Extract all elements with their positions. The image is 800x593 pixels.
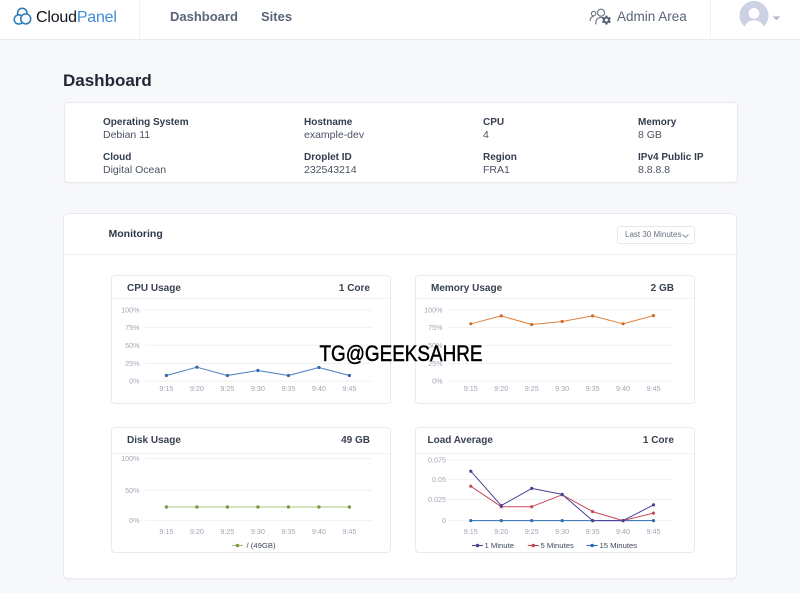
svg-text:9:30: 9:30 [555,527,569,536]
svg-text:9:20: 9:20 [190,384,204,393]
svg-text:100%: 100% [121,454,140,463]
svg-text:9:15: 9:15 [464,384,478,393]
svg-text:0%: 0% [129,377,140,386]
svg-text:9:30: 9:30 [251,527,265,536]
svg-text:9:15: 9:15 [159,384,173,393]
svg-text:0%: 0% [432,377,443,386]
svg-text:5 Minutes: 5 Minutes [541,541,574,550]
svg-text:9:30: 9:30 [555,384,569,393]
svg-text:9:30: 9:30 [251,384,265,393]
svg-text:1 Minute: 1 Minute [485,541,515,550]
svg-text:50%: 50% [125,341,140,350]
svg-text:9:20: 9:20 [494,527,508,536]
svg-text:9:40: 9:40 [312,527,326,536]
svg-text:9:20: 9:20 [190,527,204,536]
svg-text:9:35: 9:35 [281,527,295,536]
svg-text:25%: 25% [428,359,443,368]
svg-text:9:25: 9:25 [220,527,234,536]
svg-text:100%: 100% [424,305,443,314]
svg-text:9:35: 9:35 [281,384,295,393]
svg-text:0.075: 0.075 [428,456,446,465]
svg-text:9:45: 9:45 [647,384,661,393]
svg-text:25%: 25% [125,359,140,368]
svg-text:0.05: 0.05 [432,475,446,484]
svg-text:9:40: 9:40 [312,384,326,393]
svg-text:/ (49GB): / (49GB) [247,541,276,550]
svg-text:9:20: 9:20 [494,384,508,393]
svg-text:75%: 75% [428,323,443,332]
svg-text:9:35: 9:35 [586,527,600,536]
svg-text:0.025: 0.025 [428,495,446,504]
svg-text:15 Minutes: 15 Minutes [600,541,638,550]
svg-text:50%: 50% [428,341,443,350]
svg-text:9:45: 9:45 [342,384,356,393]
svg-text:9:45: 9:45 [647,527,661,536]
svg-text:9:25: 9:25 [525,527,539,536]
svg-text:9:40: 9:40 [616,384,630,393]
svg-text:9:45: 9:45 [342,527,356,536]
svg-text:9:25: 9:25 [525,384,539,393]
svg-text:50%: 50% [125,486,140,495]
svg-text:9:15: 9:15 [464,527,478,536]
svg-text:9:35: 9:35 [586,384,600,393]
svg-text:0: 0 [442,516,446,525]
svg-text:9:40: 9:40 [616,527,630,536]
svg-text:9:25: 9:25 [220,384,234,393]
svg-text:0%: 0% [129,516,140,525]
svg-text:75%: 75% [125,323,140,332]
svg-text:9:15: 9:15 [159,527,173,536]
svg-text:100%: 100% [121,305,140,314]
